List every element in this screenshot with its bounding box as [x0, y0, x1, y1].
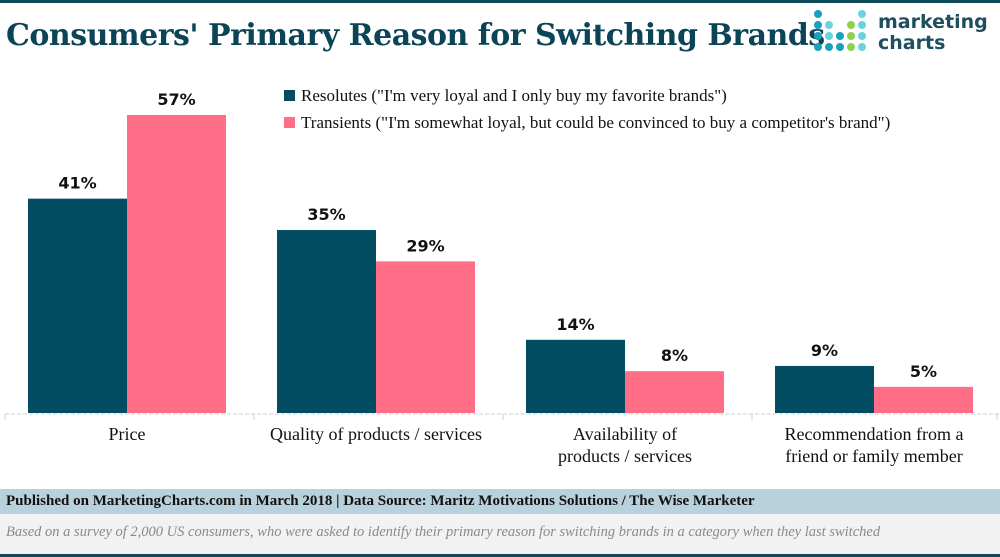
logo-dot	[847, 32, 855, 40]
logo-dot	[847, 43, 855, 51]
bar-transients	[376, 261, 475, 413]
footer-note-background	[0, 514, 1000, 554]
bar-chart: 41% 57% Price 35% 29% Quality of products / s…	[4, 90, 1000, 466]
logo-dot	[814, 43, 822, 51]
legend-swatch-transients	[284, 117, 295, 128]
legend-label-transients: Transients ("I'm somewhat loyal, but cou…	[301, 112, 891, 132]
logo-dot	[825, 43, 833, 51]
category-label: Recommendation from a	[785, 424, 964, 444]
logo-dots-icon	[814, 10, 866, 51]
marketingcharts-logo: marketing charts	[812, 8, 1000, 60]
category-label: Availability of	[573, 424, 677, 444]
bar-transients	[874, 386, 973, 413]
top-border	[0, 0, 1000, 3]
footer-note: Based on a survey of 2,000 US consumers,…	[6, 524, 881, 540]
logo-dot	[825, 32, 833, 40]
logo-dot	[858, 32, 866, 40]
bar-resolutes	[28, 198, 127, 413]
category-label: products / services	[558, 446, 692, 466]
data-label: 8%	[661, 346, 688, 365]
bar-resolutes	[526, 339, 625, 413]
bar-resolutes	[775, 365, 874, 413]
logo-text-line1: marketing	[878, 11, 988, 33]
data-label: 41%	[58, 174, 96, 193]
logo-dot	[814, 10, 822, 18]
data-label: 9%	[811, 341, 838, 360]
bar-transients	[625, 371, 724, 413]
bar-transients	[127, 115, 226, 413]
data-label: 5%	[910, 362, 937, 381]
logo-dot	[858, 10, 866, 18]
footer-source-bar	[0, 489, 1000, 514]
logo-dot	[858, 21, 866, 29]
logo-dot	[847, 21, 855, 29]
chart-title: Consumers' Primary Reason for Switching …	[6, 18, 825, 53]
legend-item-resolutes: Resolutes ("I'm very loyal and I only bu…	[284, 82, 890, 109]
category-label: Quality of products / services	[270, 424, 482, 444]
category-label: friend or family member	[785, 446, 962, 466]
bottom-border	[0, 554, 1000, 557]
chart-legend: Resolutes ("I'm very loyal and I only bu…	[284, 82, 890, 136]
legend-item-transients: Transients ("I'm somewhat loyal, but cou…	[284, 109, 890, 136]
legend-swatch-resolutes	[284, 90, 295, 101]
legend-label-resolutes: Resolutes ("I'm very loyal and I only bu…	[301, 85, 727, 105]
logo-dot	[825, 21, 833, 29]
category-label: Price	[109, 424, 146, 444]
logo-dot	[836, 43, 844, 51]
data-label: 29%	[406, 236, 444, 255]
logo-dot	[814, 32, 822, 40]
footer-source: Published on MarketingCharts.com in Marc…	[6, 493, 755, 509]
logo-text-line2: charts	[878, 32, 946, 54]
data-label: 57%	[157, 90, 195, 109]
logo-dot	[858, 43, 866, 51]
data-label: 35%	[307, 205, 345, 224]
data-label: 14%	[556, 315, 594, 334]
logo-dot	[836, 32, 844, 40]
bar-resolutes	[277, 230, 376, 413]
logo-dot	[814, 21, 822, 29]
